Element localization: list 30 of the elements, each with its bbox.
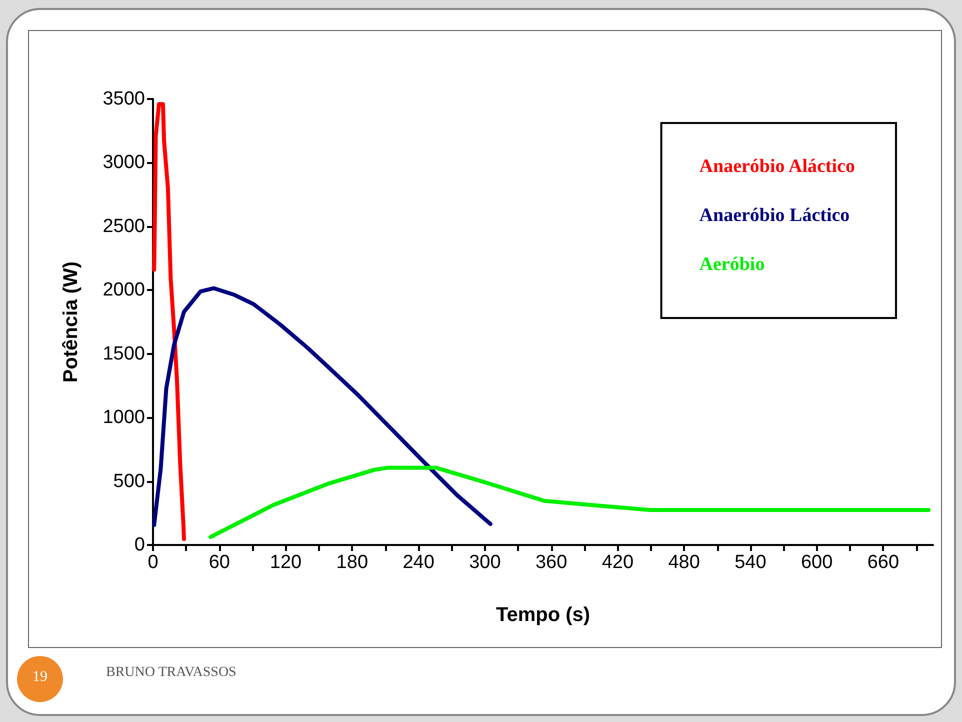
line-series <box>208 466 931 539</box>
y-tick-label: 1000 <box>102 407 145 428</box>
text: BRUNO TRAVASSOS <box>106 665 236 681</box>
x-axis-title: Tempo (s) <box>496 604 590 626</box>
x-tick-label: 540 <box>734 552 766 573</box>
x-tick-label: 120 <box>270 552 302 573</box>
text: Anaeróbio Láctico <box>699 205 850 226</box>
y-tick-label: 2500 <box>102 216 145 237</box>
x-tick-label: 480 <box>668 552 700 573</box>
text: Anaeróbio Aláctico <box>699 156 855 177</box>
x-tick-label: 600 <box>800 552 833 573</box>
x-tick-label: 420 <box>602 552 634 573</box>
x-tick-label: 180 <box>336 552 368 573</box>
y-tick-label: 3500 <box>102 88 145 110</box>
x-tick-label: 660 <box>867 552 900 573</box>
line-series <box>152 286 492 527</box>
y-tick-label: 3000 <box>102 152 145 174</box>
text: Aeróbio <box>699 254 765 275</box>
y-tick-label: 500 <box>113 470 145 492</box>
x-tick-label: 60 <box>208 552 230 573</box>
x-tick-label: 360 <box>535 552 568 573</box>
x-tick-label: 240 <box>402 552 434 573</box>
y-tick-label: 0 <box>134 534 145 556</box>
y-tick-label: 1500 <box>102 343 145 364</box>
x-tick-label: 0 <box>148 552 158 573</box>
x-tick-label: 300 <box>469 552 501 573</box>
text: 19 <box>32 669 48 686</box>
y-axis-title: Potência (W) <box>60 261 82 383</box>
y-tick-label: 2000 <box>102 280 145 301</box>
line-series <box>152 102 186 542</box>
